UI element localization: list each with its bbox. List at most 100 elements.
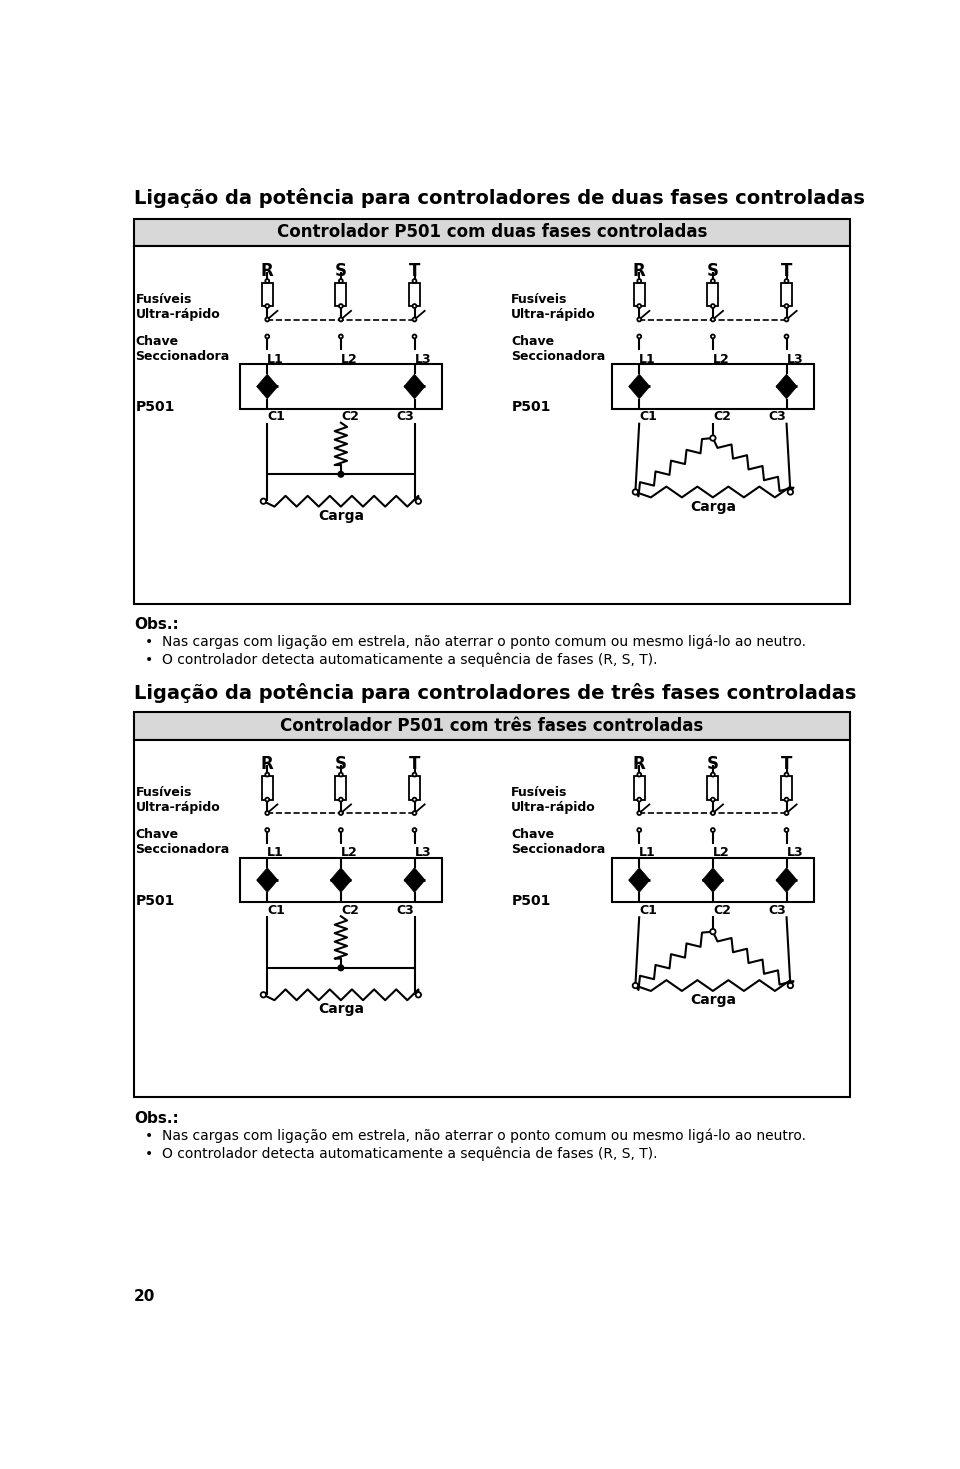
Circle shape — [784, 304, 788, 308]
Text: L3: L3 — [786, 846, 804, 859]
Text: Ligação da potência para controladores de duas fases controladas: Ligação da potência para controladores d… — [134, 188, 865, 207]
Text: T: T — [409, 261, 420, 279]
Polygon shape — [629, 375, 650, 386]
Circle shape — [787, 489, 793, 495]
Text: Fusíveis
Ultra-rápido: Fusíveis Ultra-rápido — [135, 786, 220, 814]
Text: C1: C1 — [267, 903, 285, 917]
Circle shape — [784, 279, 788, 284]
Text: •  O controlador detecta automaticamente a sequência de fases (R, S, T).: • O controlador detecta automaticamente … — [145, 1146, 658, 1161]
Text: Fusíveis
Ultra-rápido: Fusíveis Ultra-rápido — [512, 786, 596, 814]
Circle shape — [413, 829, 417, 831]
Bar — [708, 777, 718, 799]
Text: Obs.:: Obs.: — [134, 1111, 179, 1127]
Text: Fusíveis
Ultra-rápido: Fusíveis Ultra-rápido — [512, 292, 596, 320]
Circle shape — [339, 811, 343, 815]
Text: L3: L3 — [415, 353, 431, 366]
Polygon shape — [404, 880, 425, 892]
Text: C1: C1 — [267, 410, 285, 423]
Circle shape — [416, 992, 421, 997]
Circle shape — [784, 773, 788, 777]
Text: Chave
Seccionadora: Chave Seccionadora — [512, 829, 606, 856]
Text: T: T — [409, 755, 420, 773]
Circle shape — [710, 435, 715, 441]
Circle shape — [637, 335, 641, 338]
Text: T: T — [780, 755, 792, 773]
Polygon shape — [256, 868, 277, 880]
Polygon shape — [703, 880, 724, 892]
Text: R: R — [261, 261, 274, 279]
Polygon shape — [256, 880, 277, 892]
Text: C2: C2 — [341, 903, 359, 917]
Text: L1: L1 — [639, 846, 656, 859]
Polygon shape — [330, 880, 351, 892]
Text: Carga: Carga — [318, 1002, 364, 1017]
Text: Chave
Seccionadora: Chave Seccionadora — [512, 335, 606, 363]
Circle shape — [338, 472, 344, 477]
Text: C3: C3 — [769, 903, 786, 917]
Text: C2: C2 — [341, 410, 359, 423]
Circle shape — [413, 279, 417, 284]
Circle shape — [637, 279, 641, 284]
Text: •  Nas cargas com ligação em estrela, não aterrar o ponto comum ou mesmo ligá-lo: • Nas cargas com ligação em estrela, não… — [145, 635, 805, 649]
Circle shape — [265, 317, 269, 322]
Circle shape — [416, 498, 421, 504]
Text: Carga: Carga — [690, 993, 736, 1008]
Text: P501: P501 — [135, 401, 175, 414]
Circle shape — [637, 773, 641, 777]
Circle shape — [787, 983, 793, 989]
Circle shape — [711, 798, 715, 802]
Circle shape — [265, 304, 269, 308]
Bar — [634, 777, 645, 799]
Polygon shape — [776, 375, 797, 386]
Circle shape — [784, 317, 788, 322]
Circle shape — [784, 335, 788, 338]
Text: Chave
Seccionadora: Chave Seccionadora — [135, 335, 229, 363]
Bar — [240, 364, 442, 408]
Bar — [409, 777, 420, 799]
Circle shape — [784, 829, 788, 831]
Text: C2: C2 — [713, 410, 731, 423]
Text: L3: L3 — [415, 846, 431, 859]
Text: Chave
Seccionadora: Chave Seccionadora — [135, 829, 229, 856]
Circle shape — [413, 798, 417, 802]
Circle shape — [265, 811, 269, 815]
Text: P501: P501 — [135, 895, 175, 908]
Text: P501: P501 — [512, 401, 551, 414]
Circle shape — [265, 798, 269, 802]
Text: Controlador P501 com três fases controladas: Controlador P501 com três fases controla… — [280, 717, 704, 734]
Circle shape — [710, 928, 715, 934]
Polygon shape — [404, 375, 425, 386]
Circle shape — [711, 317, 715, 322]
Bar — [262, 777, 273, 799]
Bar — [612, 364, 814, 408]
Polygon shape — [703, 868, 724, 880]
Bar — [781, 284, 792, 306]
Bar — [134, 740, 850, 1097]
Text: Fusíveis
Ultra-rápido: Fusíveis Ultra-rápido — [135, 292, 220, 320]
Text: C1: C1 — [639, 410, 658, 423]
Polygon shape — [256, 375, 277, 386]
Text: C3: C3 — [396, 410, 415, 423]
Polygon shape — [776, 868, 797, 880]
Bar — [335, 777, 347, 799]
Circle shape — [711, 304, 715, 308]
Circle shape — [413, 304, 417, 308]
Polygon shape — [629, 880, 650, 892]
Circle shape — [265, 773, 269, 777]
Text: L2: L2 — [341, 353, 358, 366]
Text: S: S — [707, 755, 719, 773]
Text: 20: 20 — [134, 1288, 156, 1304]
Text: R: R — [633, 755, 646, 773]
Circle shape — [633, 489, 638, 495]
Circle shape — [265, 279, 269, 284]
Text: L1: L1 — [267, 353, 284, 366]
Circle shape — [711, 335, 715, 338]
Text: Controlador P501 com duas fases controladas: Controlador P501 com duas fases controla… — [276, 223, 708, 241]
Text: L1: L1 — [639, 353, 656, 366]
Text: C3: C3 — [769, 410, 786, 423]
Circle shape — [261, 498, 266, 504]
Text: R: R — [261, 755, 274, 773]
Circle shape — [413, 811, 417, 815]
Circle shape — [261, 992, 266, 997]
Text: C3: C3 — [396, 903, 415, 917]
